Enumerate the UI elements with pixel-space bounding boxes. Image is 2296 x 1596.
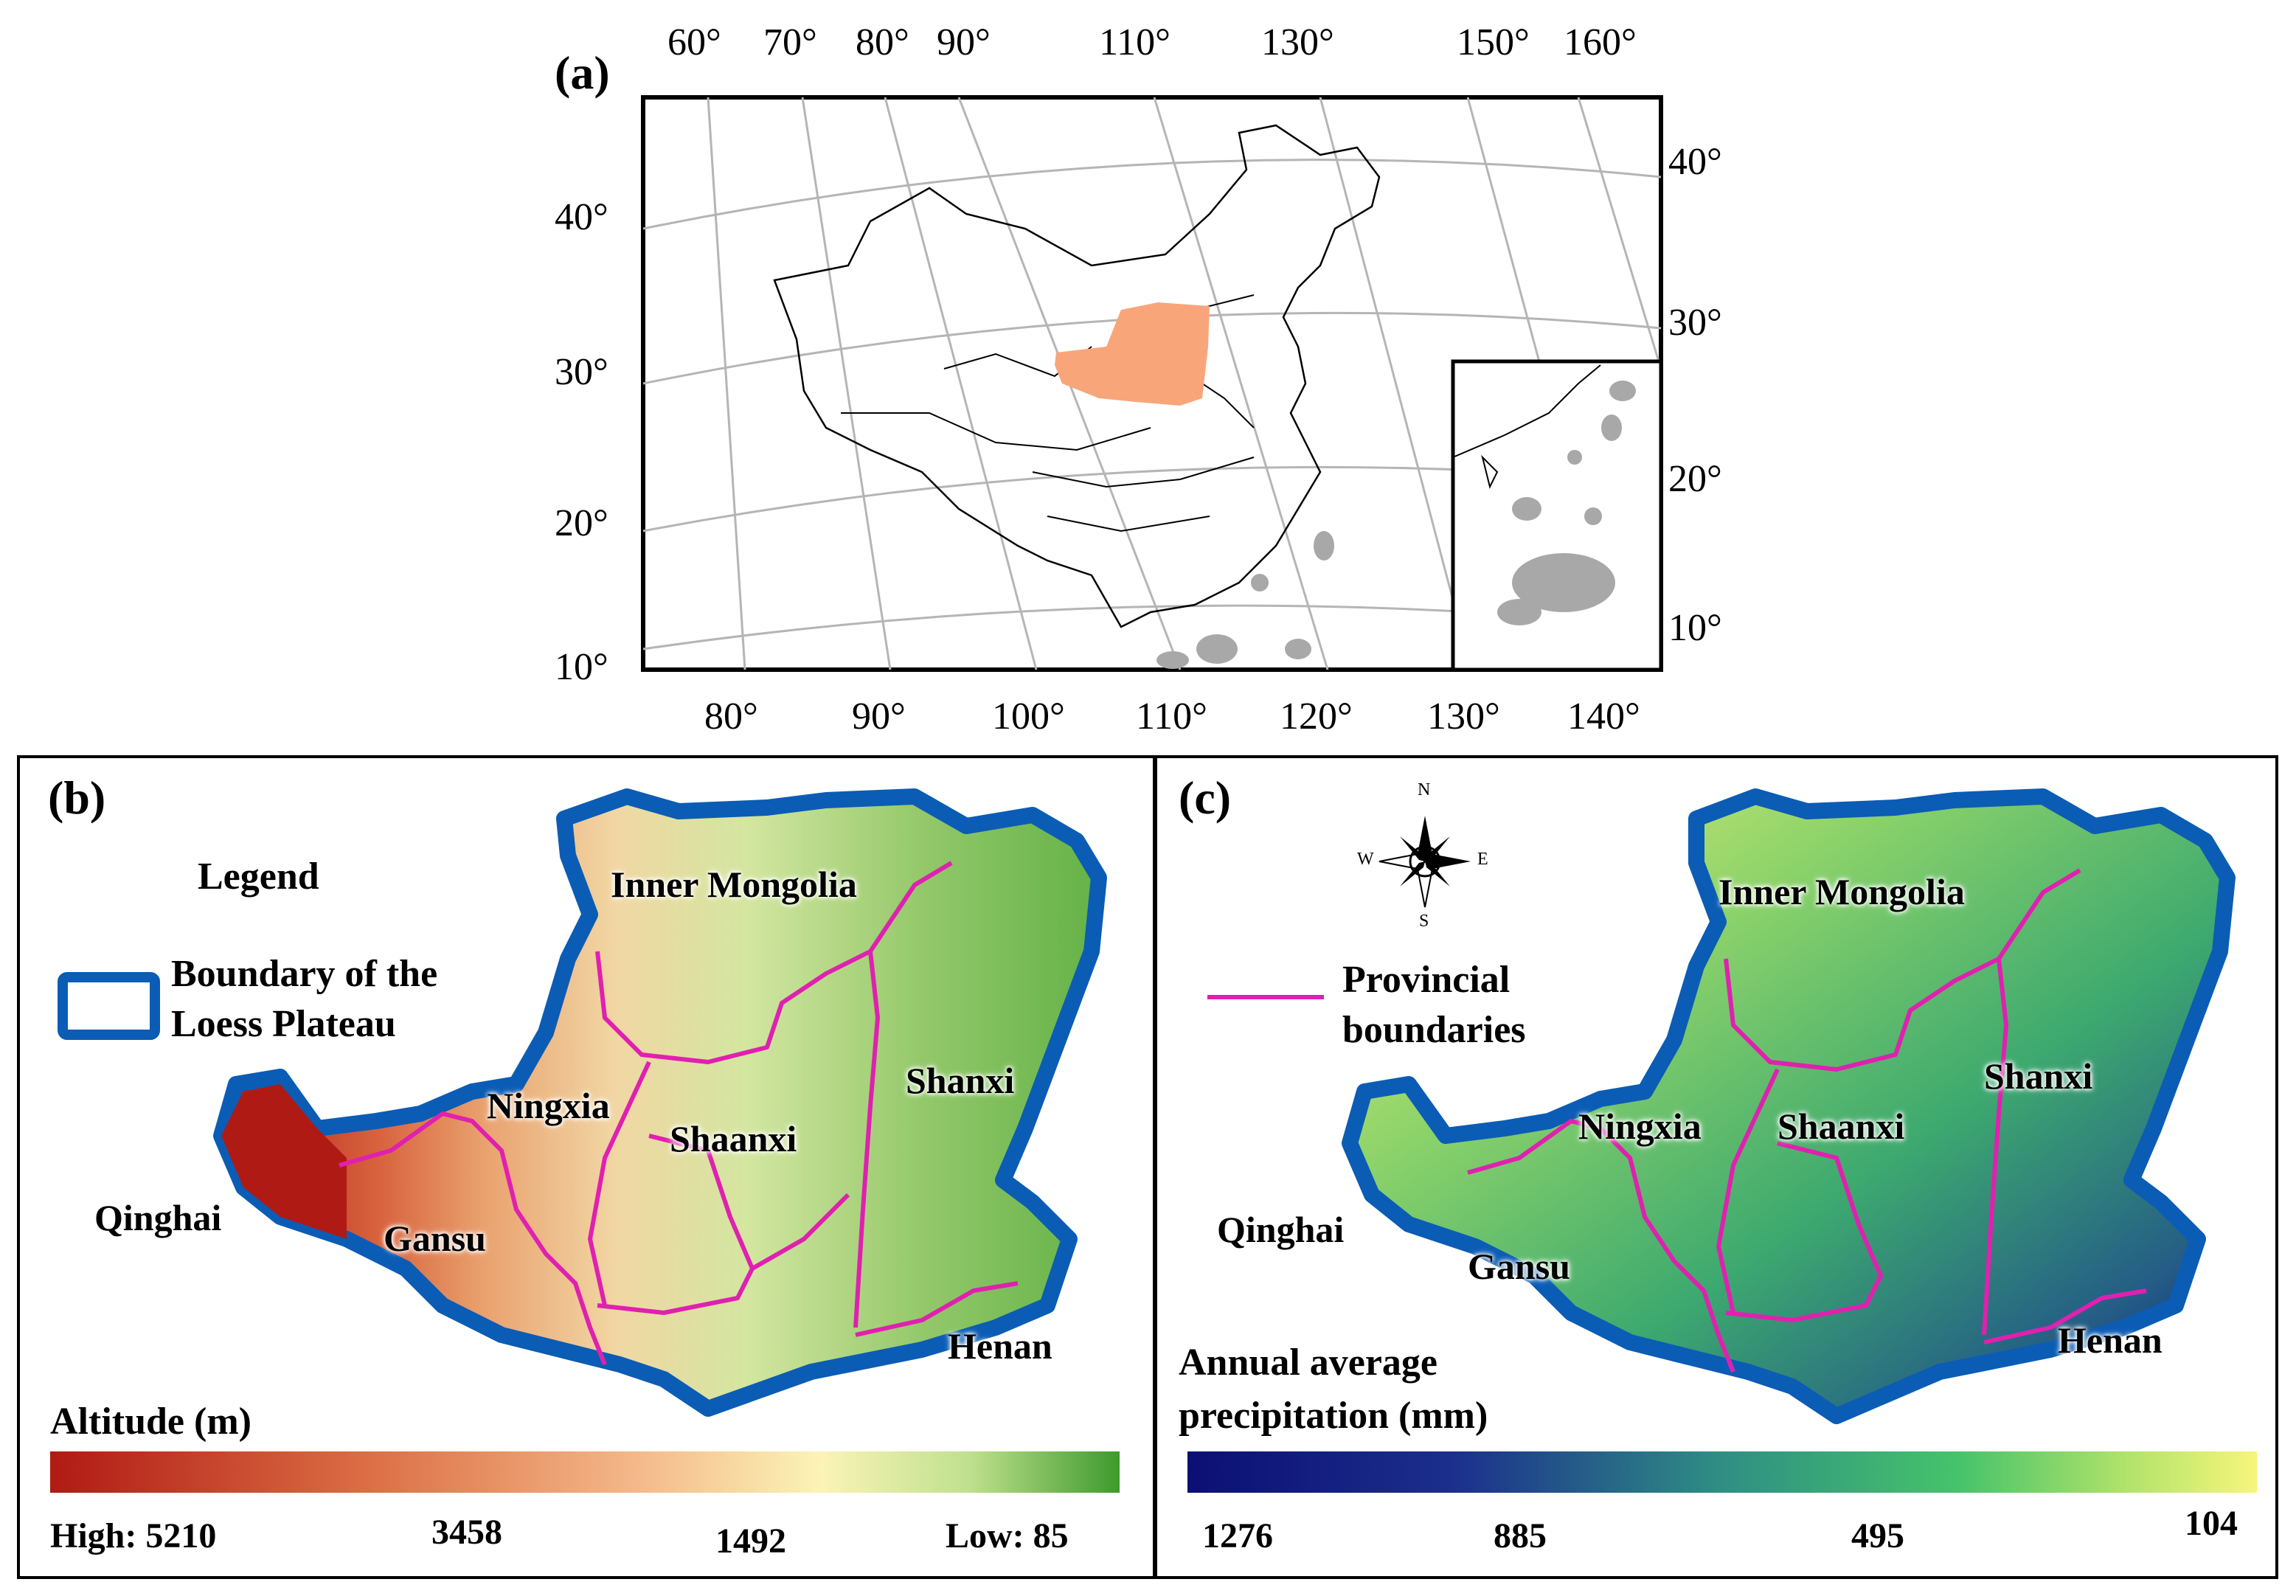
loess-boundary-b [213,788,1107,1417]
precip-tick-label: 885 [1494,1516,1547,1555]
altitude-tick-label: High: 5210 [50,1516,217,1555]
provincial-boundaries-c [1467,868,2147,1373]
precip-colorbar-title-1: Annual average [1179,1342,1437,1384]
province-label-henan: Henan [948,1325,1052,1367]
provincial-boundaries-b [339,861,1019,1366]
top-tick: 80° [856,21,909,63]
bottom-tick: 130° [1427,695,1500,738]
province-label-inner-mongolia: Inner Mongolia [1718,871,1965,912]
compass-south: S [1419,912,1429,931]
province-label-shanxi: Shanxi [906,1060,1015,1101]
compass-north: N [1418,780,1431,799]
south-china-sea-islands [1156,531,1334,669]
right-tick: 30° [1668,302,1722,344]
bottom-tick: 140° [1567,695,1640,738]
altitude-colorbar [50,1451,1120,1493]
panel-a-label: (a) [555,46,610,99]
legend-title: Legend [198,856,319,898]
top-tick: 60° [667,21,721,63]
province-label-shaanxi: Shaanxi [1778,1106,1905,1147]
compass-west: W [1357,850,1374,869]
left-tick: 10° [555,646,608,688]
compass-east: E [1477,850,1488,869]
province-label-qinghai: Qinghai [1217,1209,1345,1250]
left-tick: 20° [555,502,608,544]
altitude-tick-label: 3458 [431,1513,502,1552]
loess-plateau-locator [1055,302,1210,406]
left-tick: 30° [555,351,608,393]
bottom-tick: 100° [992,695,1065,738]
legend-provincial-label-1: Provincial [1342,959,1511,1001]
province-label-henan: Henan [2058,1319,2163,1361]
bottom-tick: 110° [1136,695,1207,738]
precip-tick-label: 1276 [1202,1516,1273,1555]
province-label-ningxia: Ningxia [1578,1106,1702,1147]
province-label-ningxia: Ningxia [487,1085,610,1126]
inset-map [1451,359,1663,672]
legend-boundary-label-2: Loess Plateau [171,1003,396,1045]
left-tick: 40° [555,196,608,238]
bottom-tick: 80° [704,695,758,738]
top-tick: 160° [1564,21,1637,63]
bottom-tick: 90° [852,695,906,738]
right-tick: 20° [1668,458,1722,500]
altitude-tick-label: 1492 [715,1522,786,1561]
top-tick: 70° [763,21,817,63]
precip-colorbar-title-2: precipitation (mm) [1179,1395,1488,1437]
right-tick: 10° [1668,607,1722,649]
province-label-shanxi: Shanxi [1984,1055,2093,1097]
compass-rose-icon [1378,816,1471,908]
precip-tick-label: 495 [1851,1516,1904,1555]
precipitation-colorbar [1187,1451,2257,1493]
province-label-gansu: Gansu [1468,1246,1570,1287]
province-label-shaanxi: Shaanxi [670,1118,797,1159]
province-label-inner-mongolia: Inner Mongolia [611,864,857,905]
legend-provincial-label-2: boundaries [1342,1009,1526,1051]
top-tick: 110° [1099,21,1170,63]
right-tick: 40° [1668,141,1722,183]
bottom-tick: 120° [1280,695,1353,738]
legend-boundary-label-1: Boundary of the [171,953,438,995]
loess-boundary-c [1342,788,2236,1424]
panel-b-label: (b) [48,771,106,824]
top-tick: 150° [1457,21,1530,63]
legend-boundary-swatch [58,972,160,1040]
altitude-tick-label: Low: 85 [946,1516,1069,1555]
province-label-gansu: Gansu [384,1218,486,1259]
top-tick: 90° [937,21,991,63]
china-outline [773,124,1381,628]
province-label-qinghai: Qinghai [94,1197,222,1238]
qinghai-region-b [221,1084,347,1239]
top-tick: 130° [1261,21,1334,63]
altitude-colorbar-title: Altitude (m) [50,1401,252,1443]
panel-c-label: (c) [1179,771,1232,824]
graticule [642,97,1662,670]
precip-tick-label: 104 [2185,1504,2238,1543]
